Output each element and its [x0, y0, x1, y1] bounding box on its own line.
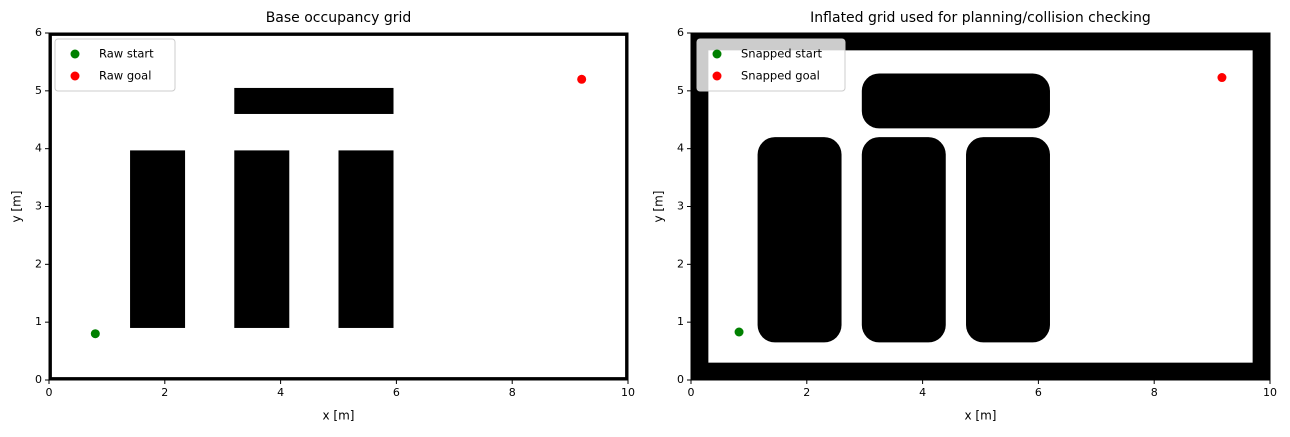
obstacle — [861, 73, 1050, 129]
legend-label: Snapped goal — [741, 69, 820, 83]
y-tick-label: 2 — [677, 257, 684, 270]
chart-title: Inflated grid used for planning/collisio… — [810, 10, 1151, 26]
y-tick-label: 6 — [677, 26, 684, 39]
legend-label: Raw goal — [99, 69, 151, 83]
chart-title: Base occupancy grid — [266, 10, 412, 26]
obstacle — [861, 137, 946, 343]
obstacle — [966, 137, 1050, 343]
y-tick-label: 6 — [35, 26, 42, 39]
obstacle — [338, 150, 394, 328]
y-tick-label: 1 — [35, 315, 42, 328]
x-tick-label: 6 — [393, 386, 400, 399]
legend-label: Snapped start — [741, 47, 823, 61]
x-tick-label: 10 — [1263, 386, 1277, 399]
obstacle — [234, 87, 394, 114]
x-tick-label: 2 — [161, 386, 168, 399]
y-axis-label: y [m] — [10, 191, 24, 223]
x-tick-label: 6 — [1035, 386, 1042, 399]
point — [90, 329, 100, 339]
y-tick-label: 4 — [35, 142, 42, 155]
y-tick-label: 2 — [35, 257, 42, 270]
point — [1217, 73, 1227, 83]
x-tick-label: 10 — [621, 386, 635, 399]
obstacle — [234, 150, 290, 328]
point — [734, 327, 744, 337]
x-tick-label: 4 — [919, 386, 926, 399]
x-tick-label: 4 — [277, 386, 284, 399]
legend-marker — [712, 49, 722, 59]
x-tick-label: 0 — [46, 386, 53, 399]
y-tick-label: 5 — [35, 84, 42, 97]
obstacle — [757, 137, 842, 343]
y-tick-label: 4 — [677, 142, 684, 155]
legend-box — [696, 38, 846, 92]
point — [577, 74, 587, 84]
y-tick-label: 3 — [35, 200, 42, 213]
legend-label: Raw start — [99, 47, 154, 61]
legend-marker — [70, 49, 80, 59]
x-tick-label: 8 — [509, 386, 516, 399]
y-tick-label: 0 — [677, 373, 684, 386]
x-tick-label: 2 — [803, 386, 810, 399]
y-tick-label: 0 — [35, 373, 42, 386]
y-axis-label: y [m] — [652, 191, 666, 223]
y-tick-label: 5 — [677, 84, 684, 97]
obstacle — [130, 150, 186, 328]
legend-box — [54, 38, 176, 92]
y-tick-label: 3 — [677, 200, 684, 213]
x-axis-label: x [m] — [965, 409, 997, 423]
legend-marker — [70, 71, 80, 81]
x-tick-label: 8 — [1151, 386, 1158, 399]
y-tick-label: 1 — [677, 315, 684, 328]
x-axis-label: x [m] — [323, 409, 355, 423]
legend-marker — [712, 71, 722, 81]
x-tick-label: 0 — [688, 386, 695, 399]
